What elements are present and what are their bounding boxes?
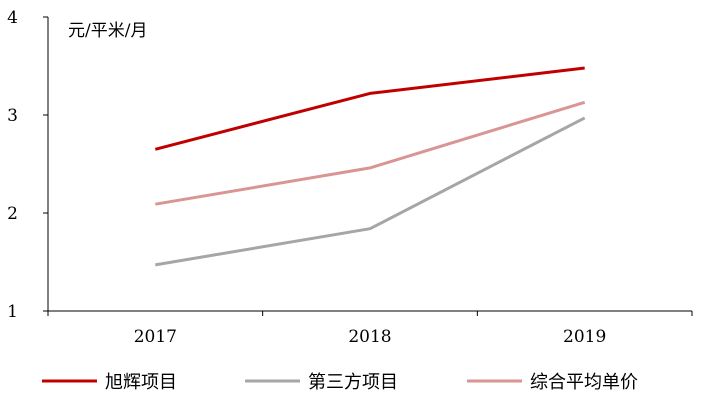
legend-label-1: 旭辉项目 [105, 372, 177, 393]
series-lines [154, 66, 586, 267]
series-line-1 [154, 66, 585, 151]
x-tick-label: 2017 [134, 327, 177, 347]
series-line-3 [155, 100, 586, 206]
y-tick-labels: 1 2 3 4 [7, 8, 18, 322]
series-line-2 [155, 116, 586, 267]
y-tick-label: 3 [7, 106, 18, 126]
axes [43, 16, 693, 316]
x-tick-labels: 2017 2018 2019 [134, 327, 607, 347]
x-tick-label: 2019 [563, 327, 606, 347]
y-tick-label: 1 [7, 302, 18, 322]
legend-label-2: 第三方项目 [308, 372, 398, 393]
legend-label-3: 综合平均单价 [530, 372, 638, 393]
y-tick-label: 4 [7, 8, 18, 28]
x-tick-label: 2018 [348, 327, 391, 347]
legend: 旭辉项目 第三方项目 综合平均单价 [42, 372, 638, 393]
y-tick-label: 2 [7, 204, 18, 224]
unit-label: 元/平米/月 [68, 21, 147, 41]
